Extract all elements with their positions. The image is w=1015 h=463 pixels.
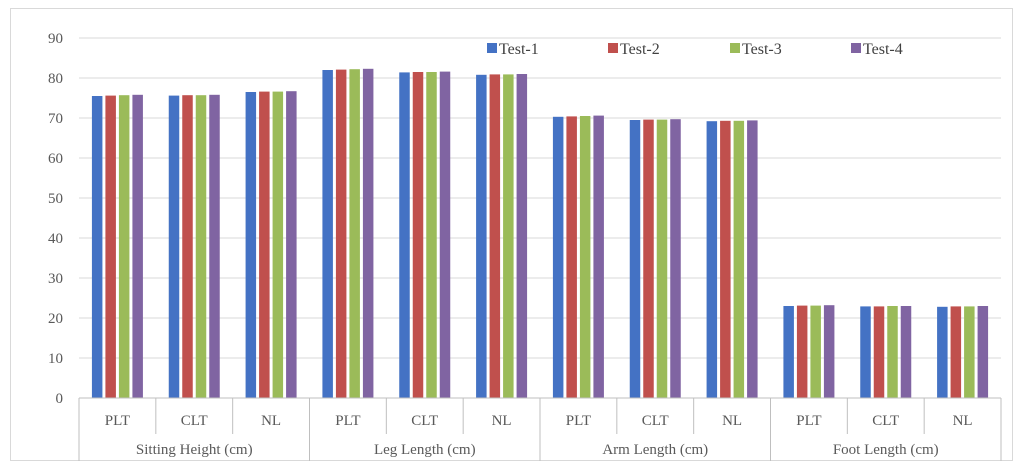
legend-label: Test-1 — [499, 41, 539, 58]
legend-label: Test-2 — [620, 41, 660, 58]
bar-test-1 — [245, 92, 257, 398]
bar-test-2 — [182, 95, 193, 398]
legend-swatch-test-4 — [851, 43, 861, 53]
bar-test-1 — [476, 74, 487, 399]
bar-test-4 — [823, 305, 835, 398]
bar-test-1 — [552, 116, 564, 399]
bar-test-1 — [168, 95, 180, 398]
y-tick-label: 70 — [48, 111, 63, 127]
bar-test-2 — [643, 119, 654, 398]
y-tick-label: 10 — [48, 351, 63, 367]
bar-test-2 — [489, 74, 501, 399]
bar-test-4 — [977, 306, 989, 398]
x-category-label: CLT — [642, 413, 669, 429]
bar-test-1 — [91, 96, 103, 398]
bar-test-2 — [105, 95, 116, 398]
legend: Test-1 Test-2 Test-3 Test-4 — [487, 41, 903, 58]
bar-chart: 0 10 20 30 40 50 60 70 80 90 PLT CLT NL PLT CLT NL PLT C… — [48, 31, 1002, 461]
x-category-label: PLT — [796, 413, 821, 429]
bar-test-1 — [322, 70, 333, 398]
bar-test-2 — [566, 116, 577, 399]
bar-test-4 — [747, 120, 758, 399]
x-category-label: CLT — [872, 413, 899, 429]
bars — [91, 68, 989, 399]
x-category-label: CLT — [411, 413, 438, 429]
x-category-label: NL — [261, 413, 281, 429]
x-axis — [78, 397, 1002, 434]
y-tick-label: 50 — [48, 191, 63, 207]
bar-test-3 — [272, 91, 284, 398]
bar-test-4 — [593, 115, 604, 398]
y-tick-label: 0 — [56, 391, 64, 407]
bar-test-2 — [259, 91, 270, 398]
y-tick-label: 20 — [48, 311, 63, 327]
x-group-label: Arm Length (cm) — [602, 442, 708, 458]
y-tick-label: 60 — [48, 151, 63, 167]
bar-test-1 — [706, 121, 718, 398]
bar-test-2 — [335, 69, 347, 398]
bar-test-4 — [209, 94, 220, 399]
x-group-labels: Sitting Height (cm) Leg Length (cm) Arm Le… — [78, 434, 1002, 461]
legend-label: Test-3 — [742, 41, 782, 58]
bar-test-1 — [937, 306, 948, 398]
x-group-label: Sitting Height (cm) — [136, 442, 253, 458]
bar-test-4 — [516, 74, 528, 398]
gridlines — [79, 37, 1001, 359]
legend-swatch-test-1 — [487, 43, 497, 53]
x-category-label: PLT — [335, 413, 360, 429]
y-tick-label: 80 — [48, 71, 63, 87]
bar-test-2 — [950, 306, 962, 398]
bar-test-2 — [796, 305, 808, 398]
bar-test-2 — [720, 120, 731, 399]
x-group-label: Foot Length (cm) — [833, 442, 939, 458]
bar-test-3 — [118, 95, 130, 398]
bar-test-2 — [873, 306, 885, 398]
bar-test-3 — [964, 306, 975, 398]
bar-test-3 — [733, 120, 745, 399]
y-tick-label: 30 — [48, 271, 63, 287]
bar-test-1 — [860, 306, 871, 398]
x-category-label: NL — [492, 413, 512, 429]
x-category-label: CLT — [181, 413, 208, 429]
chart-frame: 0 10 20 30 40 50 60 70 80 90 PLT CLT NL PLT CLT NL PLT C… — [10, 8, 1013, 461]
bar-test-4 — [286, 91, 297, 398]
bar-test-1 — [399, 72, 410, 399]
bar-test-4 — [362, 68, 374, 399]
y-tick-label: 40 — [48, 231, 63, 247]
x-category-labels: PLT CLT NL PLT CLT NL PLT CLT NL PLT CLT NL — [105, 413, 973, 429]
legend-swatch-test-3 — [730, 43, 740, 53]
bar-test-4 — [132, 94, 143, 399]
bar-test-3 — [887, 306, 898, 398]
legend-swatch-test-2 — [608, 43, 618, 53]
bar-test-3 — [656, 119, 668, 398]
bar-test-4 — [439, 71, 451, 398]
bar-test-3 — [349, 69, 360, 398]
bar-test-3 — [579, 116, 591, 398]
bar-test-1 — [629, 120, 641, 398]
bar-test-2 — [412, 72, 424, 398]
bar-test-3 — [810, 305, 821, 398]
bar-test-4 — [670, 119, 681, 398]
legend-label: Test-4 — [863, 41, 903, 58]
bar-test-3 — [503, 74, 514, 399]
x-group-label: Leg Length (cm) — [374, 442, 476, 458]
bar-test-3 — [195, 95, 207, 398]
bar-test-1 — [783, 306, 794, 398]
x-category-label: PLT — [105, 413, 130, 429]
x-category-label: NL — [722, 413, 742, 429]
y-tick-label: 90 — [48, 31, 63, 47]
x-category-label: PLT — [566, 413, 591, 429]
x-category-label: NL — [953, 413, 973, 429]
bar-test-3 — [426, 72, 437, 398]
y-axis-ticks: 0 10 20 30 40 50 60 70 80 90 — [48, 31, 63, 407]
bar-test-4 — [900, 306, 912, 398]
